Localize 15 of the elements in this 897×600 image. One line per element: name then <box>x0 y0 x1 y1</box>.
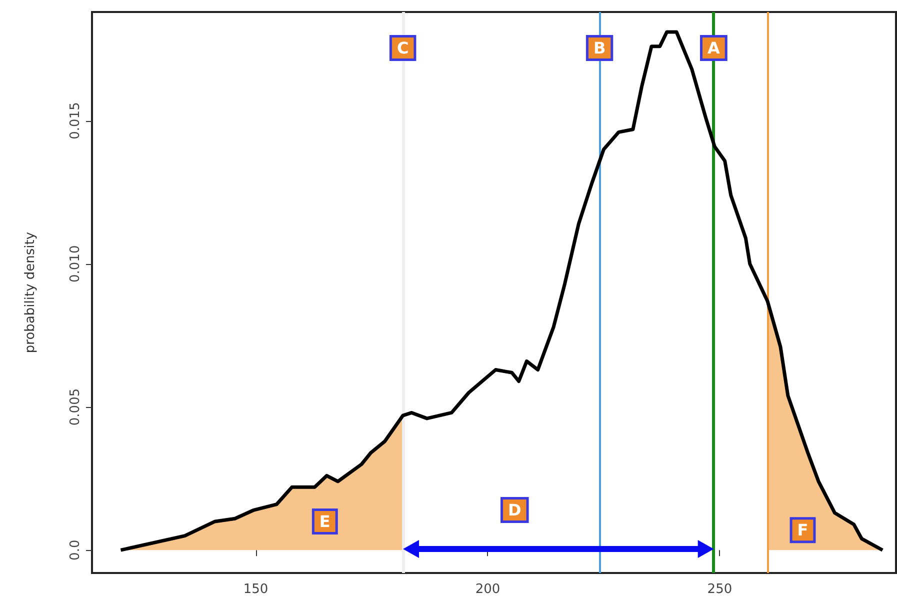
line-series <box>119 30 884 552</box>
ref-line-label: C <box>396 38 409 58</box>
x-tick-label: 250 <box>707 582 732 597</box>
annotation: F <box>797 520 808 540</box>
y-axis-title: probability density <box>23 232 38 354</box>
x-tick-label: 150 <box>243 582 268 597</box>
annotation: E <box>319 512 330 531</box>
y-tick-label: 0.010 <box>68 245 83 282</box>
y-tick-label: 0.005 <box>68 388 83 426</box>
y-tick-label: 0.0 <box>68 540 83 560</box>
ref-line-label: A <box>707 38 720 58</box>
y-tick-label: 0.015 <box>68 102 83 140</box>
ref-line-label: B <box>593 38 606 58</box>
x-tick-label: 200 <box>475 582 500 597</box>
annotation: D <box>508 500 522 520</box>
